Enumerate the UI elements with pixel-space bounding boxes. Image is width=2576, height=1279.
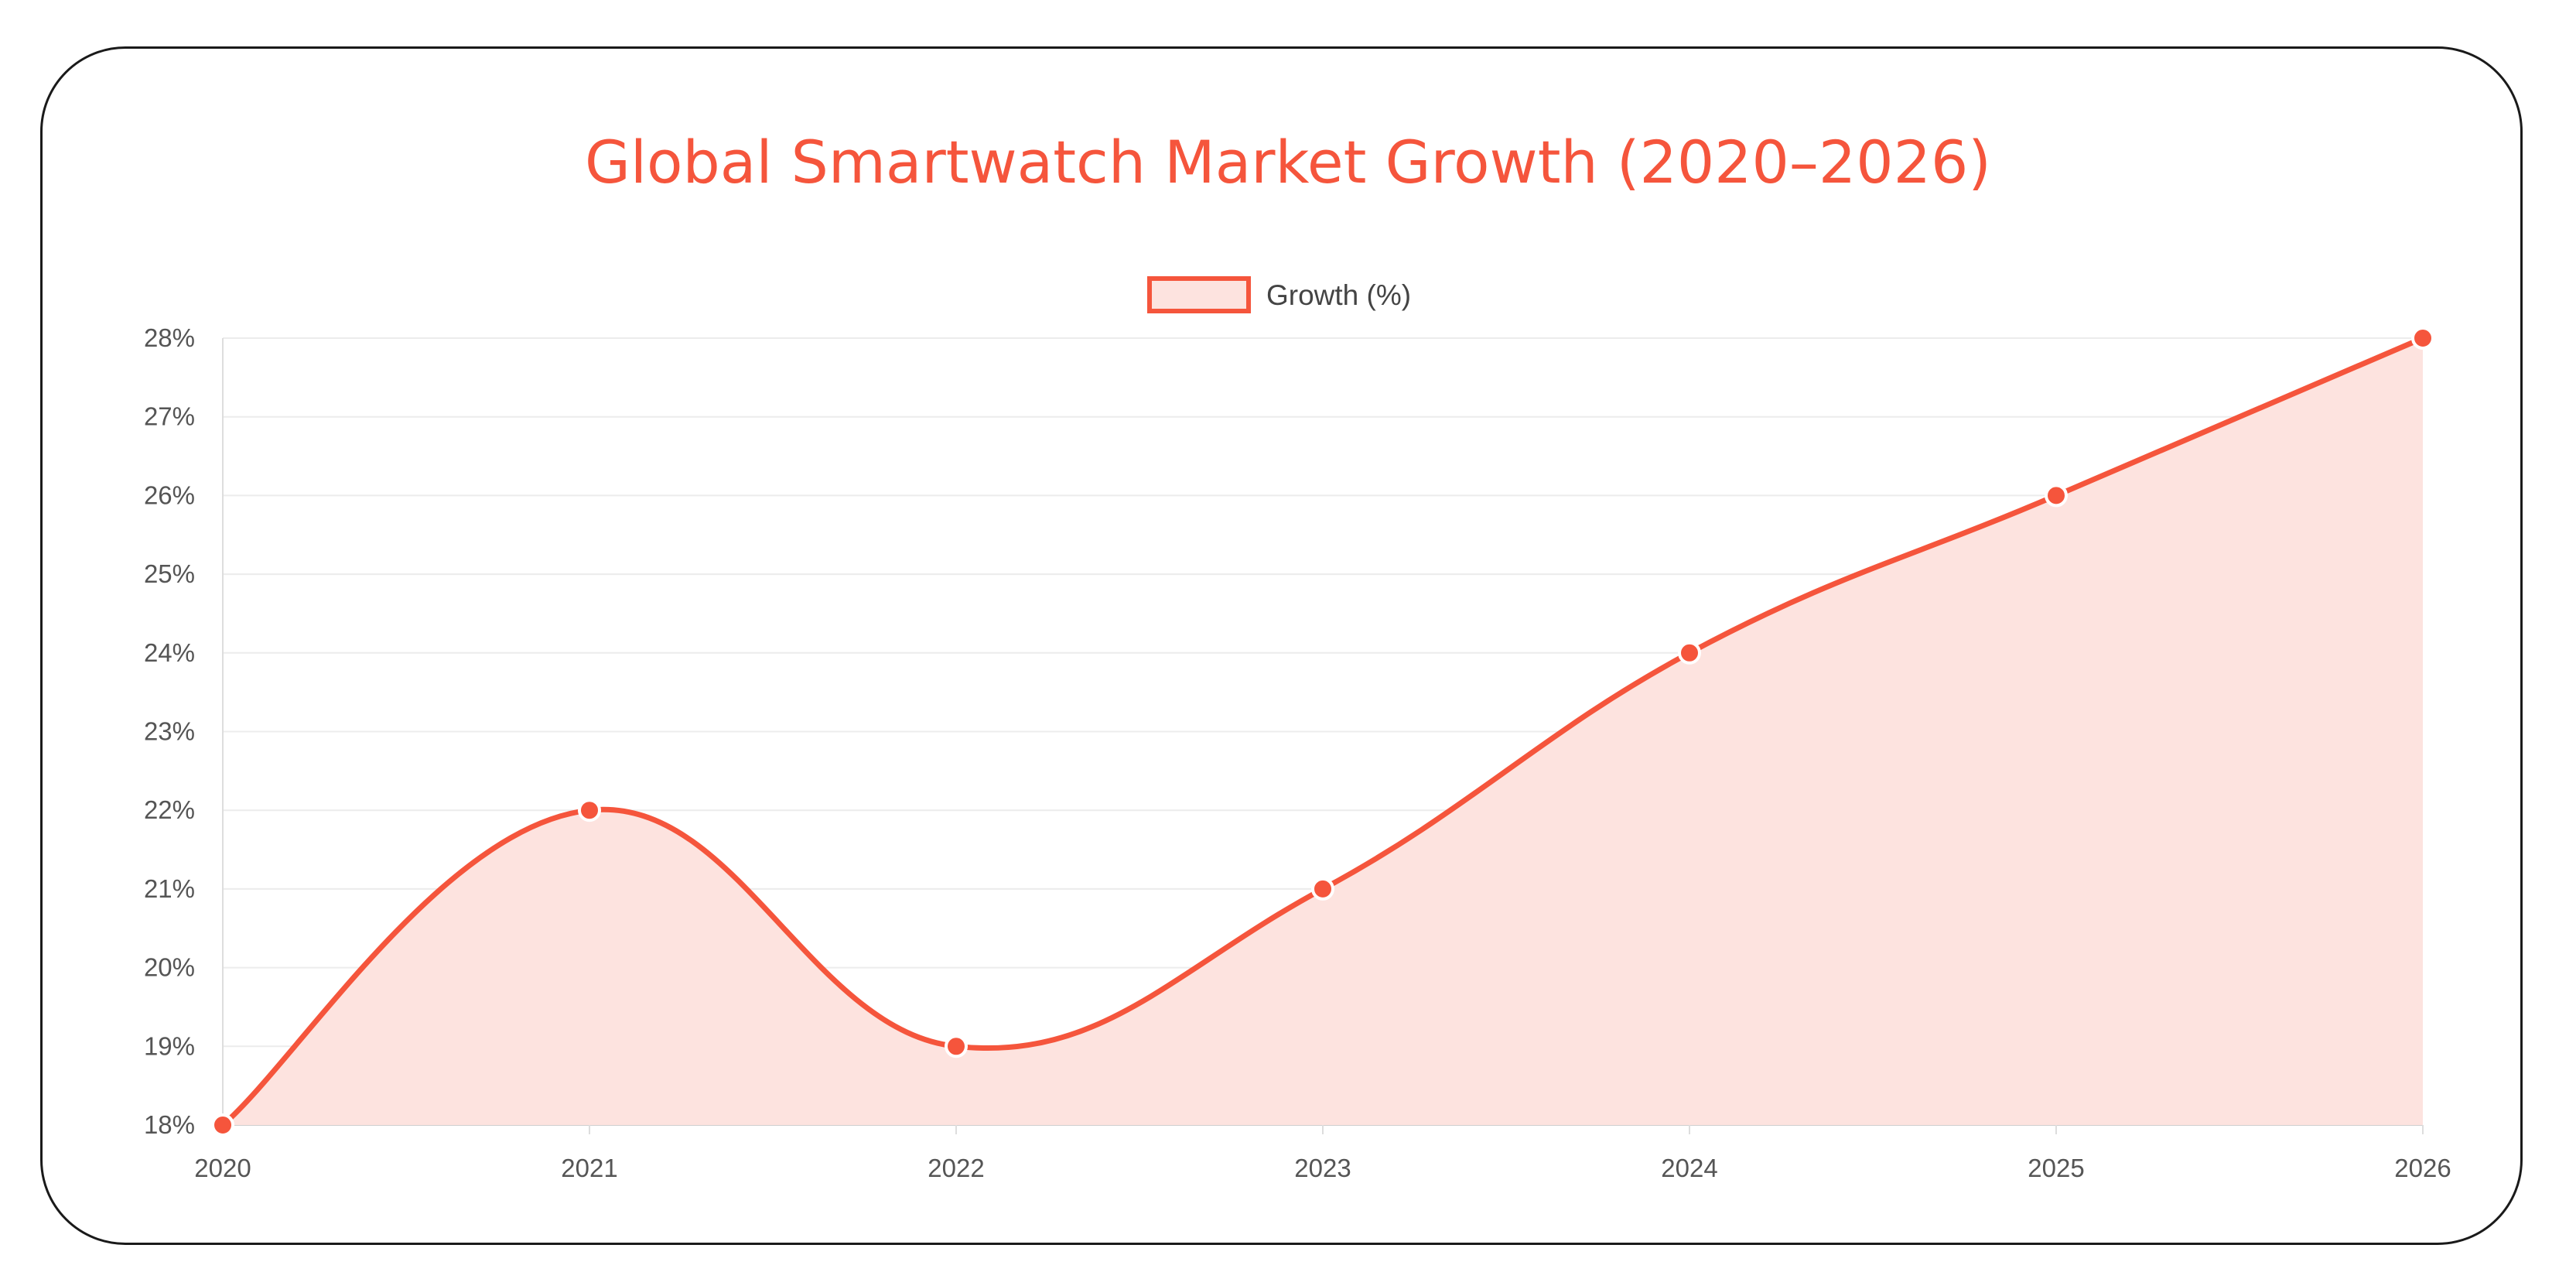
x-axis-ticks: 2020 2021 2022 2023 2024 2025 2026 [194, 1125, 2451, 1182]
data-point-2022[interactable] [945, 1034, 968, 1058]
growth-data-points [211, 327, 2434, 1137]
data-point-2024[interactable] [1678, 641, 1701, 665]
growth-area-fill [223, 338, 2423, 1125]
y-tick-label: 18% [144, 1110, 195, 1139]
y-tick-label: 28% [144, 323, 195, 352]
y-tick-label: 26% [144, 480, 195, 509]
x-tick-label: 2023 [1294, 1154, 1351, 1182]
data-point-2025[interactable] [2045, 484, 2068, 508]
y-tick-label: 27% [144, 402, 195, 431]
y-tick-label: 19% [144, 1031, 195, 1060]
y-tick-label: 22% [144, 795, 195, 824]
legend-label-growth[interactable]: Growth (%) [1266, 279, 1411, 311]
x-tick-label: 2022 [928, 1154, 984, 1182]
y-tick-label: 24% [144, 638, 195, 667]
legend-swatch-growth[interactable] [1147, 276, 1251, 313]
x-tick-label: 2024 [1661, 1154, 1717, 1182]
data-point-2021[interactable] [578, 799, 601, 822]
y-tick-label: 23% [144, 717, 195, 746]
data-point-2023[interactable] [1311, 877, 1334, 901]
chart-title: Global Smartwatch Market Growth (2020–20… [585, 128, 1991, 197]
y-tick-label: 20% [144, 953, 195, 982]
y-tick-label: 25% [144, 559, 195, 588]
x-tick-label: 2021 [561, 1154, 617, 1182]
x-tick-label: 2020 [194, 1154, 251, 1182]
legend[interactable]: Growth (%) [1147, 276, 1411, 313]
x-tick-label: 2025 [2028, 1154, 2084, 1182]
data-point-2020[interactable] [211, 1113, 234, 1137]
x-tick-label: 2026 [2394, 1154, 2451, 1182]
y-tick-label: 21% [144, 874, 195, 903]
y-axis-ticks: 18% 19% 20% 21% 22% 23% 24% 25% 26% 27% 28% [144, 323, 195, 1139]
data-point-2026[interactable] [2411, 327, 2434, 350]
